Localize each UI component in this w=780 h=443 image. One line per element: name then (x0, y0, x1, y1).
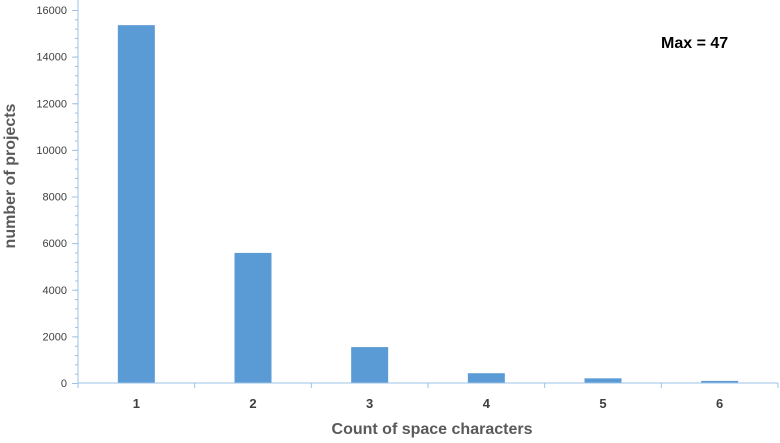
y-tick-label: 12000 (36, 98, 67, 110)
x-tick-label: 5 (599, 396, 606, 411)
x-axis-title: Count of space characters (332, 421, 533, 438)
x-tick-label: 2 (249, 396, 256, 411)
x-axis-ticks: 1 2 3 4 5 6 (77, 383, 779, 411)
y-axis-ticks: 0 2000 4000 6000 8000 10000 12000 14000 16000 (36, 5, 78, 390)
x-tick-label: 1 (133, 396, 140, 411)
y-tick-label: 8000 (43, 192, 67, 204)
y-tick-label: 4000 (43, 285, 67, 297)
bar (234, 252, 272, 383)
bar (701, 380, 739, 383)
y-tick-label: 2000 (43, 331, 67, 343)
bar (584, 378, 622, 383)
y-tick-label: 10000 (36, 145, 67, 157)
y-axis-title: number of projects (2, 103, 19, 248)
x-tick-label: 4 (483, 396, 491, 411)
y-tick-label: 14000 (36, 52, 67, 64)
max-annotation: Max = 47 (661, 35, 728, 52)
bar (351, 347, 389, 383)
bar (467, 373, 505, 383)
y-tick-label: 0 (61, 378, 67, 390)
x-tick-label: 3 (366, 396, 373, 411)
y-tick-label: 6000 (43, 238, 67, 250)
y-tick-label: 16000 (36, 5, 67, 17)
x-tick-label: 6 (716, 396, 723, 411)
bar (117, 25, 155, 383)
bars (117, 25, 739, 383)
